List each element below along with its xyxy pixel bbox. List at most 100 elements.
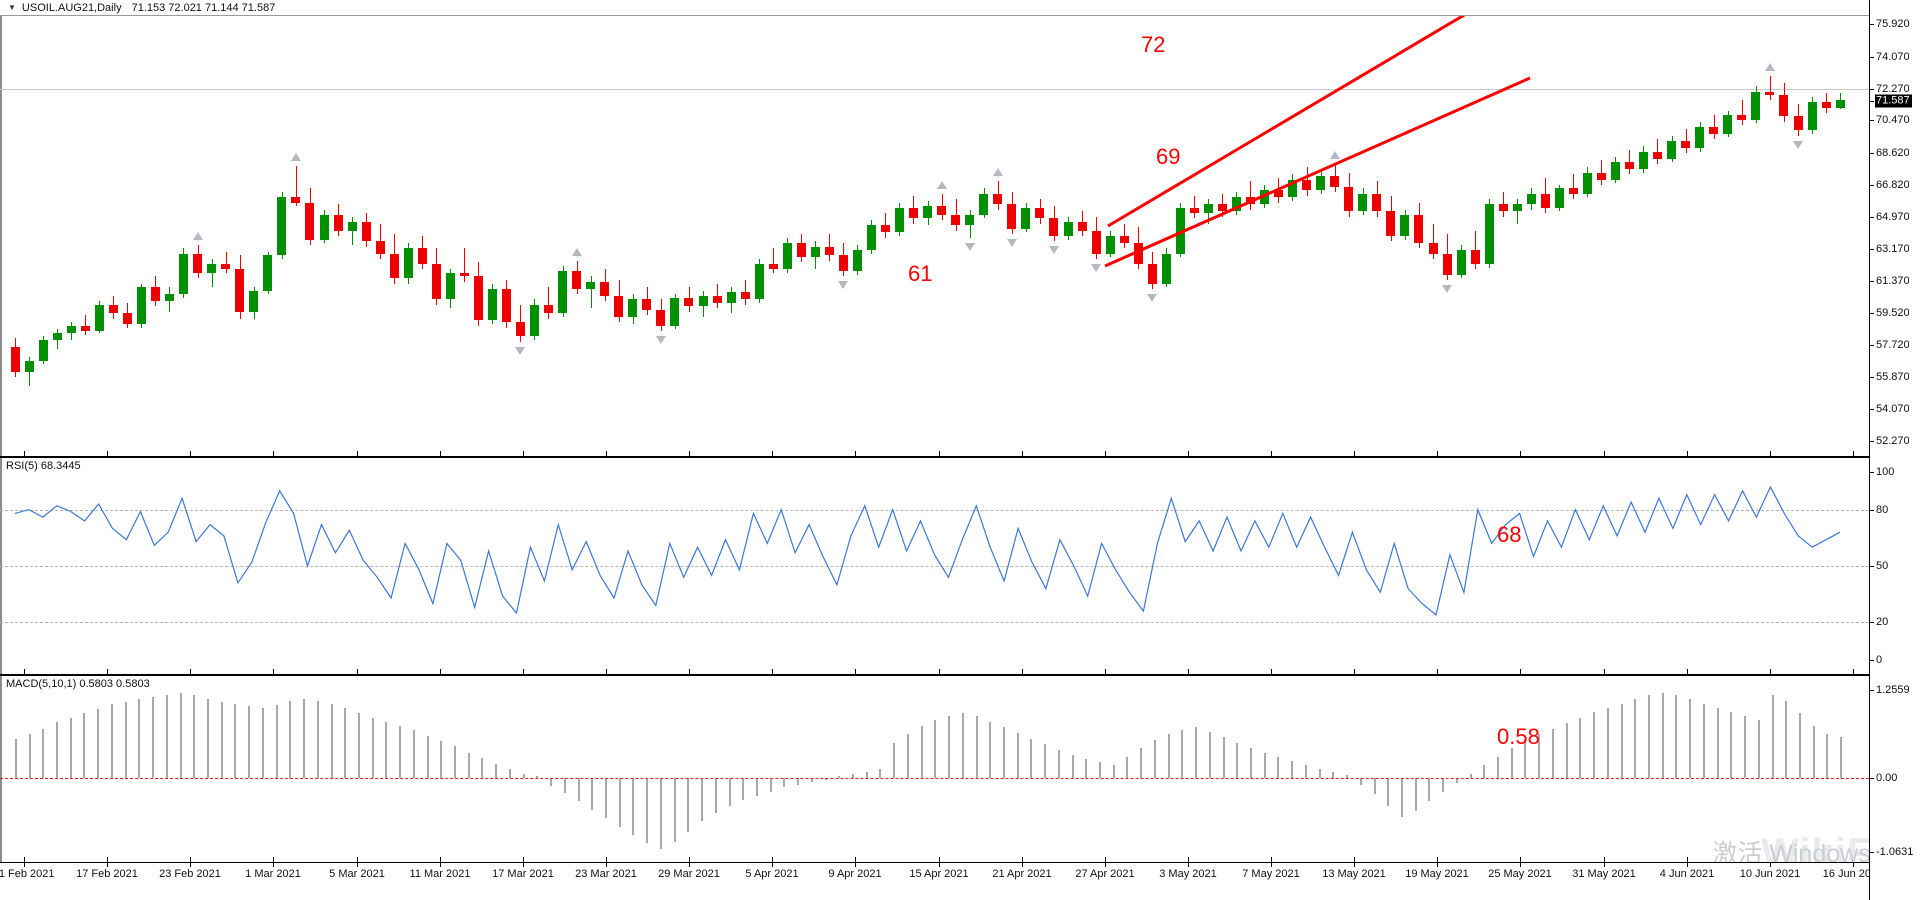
candle-body: [1316, 176, 1325, 191]
macd-bar: [358, 713, 360, 778]
time-axis-label: 11 Mar 2021: [409, 868, 471, 880]
time-axis-label: 15 Apr 2021: [909, 868, 969, 880]
pane-time-separator: [1520, 669, 1521, 674]
candle-body: [1358, 193, 1367, 212]
macd-bar: [1826, 734, 1828, 778]
channel-lower-line: [1104, 76, 1531, 268]
macd-bar: [1181, 730, 1183, 778]
time-axis-label: 7 May 2021: [1242, 868, 1300, 880]
candle-wick: [1714, 114, 1715, 140]
time-axis-tick: [772, 862, 773, 867]
candle-body: [1541, 193, 1550, 208]
candle-body: [1709, 126, 1718, 134]
macd-bar: [1538, 734, 1540, 778]
candle-wick: [1770, 75, 1771, 101]
candle-body: [1106, 236, 1115, 254]
chevron-down-icon[interactable]: ▼: [8, 3, 16, 12]
fractal-down-icon: [1792, 140, 1803, 149]
macd-bar: [907, 734, 909, 778]
pane-time-separator: [606, 857, 607, 862]
pane-time-separator: [1853, 669, 1854, 674]
candle-body: [614, 295, 623, 317]
pane-time-separator: [772, 669, 773, 674]
price-axis[interactable]: 75.920 74.070 72.270 70.470 68.620 66.820 64.9…: [1869, 0, 1920, 900]
macd-bar: [1703, 703, 1705, 778]
price-axis-label: 72.270: [1876, 82, 1910, 95]
macd-bar: [729, 777, 731, 806]
time-axis-tick: [1437, 862, 1438, 867]
macd-bar: [1675, 695, 1677, 778]
price-axis-label: 64.970: [1876, 211, 1910, 224]
candle-body: [923, 206, 932, 219]
candle-body: [81, 325, 90, 332]
pane-time-separator: [1022, 857, 1023, 862]
macd-indicator-label: MACD(5,10,1) 0.5803 0.5803: [6, 678, 150, 690]
macd-bar: [509, 769, 511, 778]
pane-time-separator: [772, 857, 773, 862]
axis-tick: [1869, 88, 1874, 90]
macd-bar: [317, 700, 319, 778]
macd-bar: [344, 707, 346, 778]
candle-body: [769, 264, 778, 270]
macd-bar: [193, 695, 195, 778]
candle-body: [1695, 126, 1704, 148]
axis-tick: [1869, 852, 1874, 853]
macd-bar: [536, 776, 538, 778]
candle-body: [1021, 207, 1030, 229]
macd-bar: [825, 777, 827, 780]
candle-body: [123, 313, 132, 324]
candle-wick: [1686, 128, 1687, 154]
fractal-down-icon: [1006, 239, 1017, 248]
pane-time-separator: [1271, 669, 1272, 674]
price-axis-label: 52.270: [1876, 434, 1910, 447]
macd-bar: [701, 777, 703, 822]
candle-body: [656, 309, 665, 326]
macd-axis-label: 1.2559: [1876, 684, 1910, 696]
candle-wick: [226, 251, 227, 273]
candle-body: [1611, 162, 1620, 180]
macd-bar: [1772, 695, 1774, 778]
time-axis-label: 16 Jun 2021: [1822, 868, 1884, 880]
candle-body: [390, 253, 399, 279]
pane-time-separator: [1271, 451, 1272, 456]
fractal-down-icon: [1048, 246, 1059, 255]
macd-bar: [1470, 773, 1472, 778]
rsi-pane[interactable]: RSI(5) 68.3445 68: [0, 458, 1869, 674]
price-pane-left-edge: [0, 16, 2, 456]
macd-zero-dashed-line: [0, 777, 1869, 779]
candle-wick: [1517, 199, 1518, 224]
candle-wick: [1573, 174, 1574, 200]
macd-bar: [1085, 758, 1087, 778]
annotation-label-lower: 69: [1156, 144, 1181, 169]
macd-bar: [1072, 754, 1074, 778]
macd-bar: [948, 716, 950, 778]
time-axis-tick: [24, 862, 25, 867]
candle-body: [516, 322, 525, 337]
macd-bar: [1058, 749, 1060, 778]
macd-bar: [687, 777, 689, 833]
price-pane[interactable]: 72 69 61: [0, 16, 1869, 456]
titlebar-divider: [0, 15, 1920, 16]
axis-tick: [1869, 509, 1874, 511]
rsi-axis-label: 0: [1876, 654, 1883, 666]
candle-body: [951, 214, 960, 226]
fractal-down-icon: [655, 336, 666, 345]
candle-body: [432, 264, 441, 300]
pane-time-separator: [689, 451, 690, 456]
macd-pane[interactable]: MACD(5,10,1) 0.5803 0.5803 0.58: [0, 676, 1869, 862]
candle-body: [25, 360, 34, 372]
candle-body: [628, 299, 637, 317]
candle-body: [1723, 114, 1732, 134]
pane-time-separator: [1354, 669, 1355, 674]
macd-bar: [1250, 748, 1252, 778]
time-axis-tick: [107, 862, 108, 867]
macd-bar: [207, 699, 209, 778]
fractal-up-icon: [992, 168, 1003, 177]
candle-body: [1751, 91, 1760, 120]
time-axis[interactable]: 11 Feb 2021 17 Feb 2021 23 Feb 2021 1 Mar 2…: [0, 862, 1883, 900]
candle-body: [937, 206, 946, 215]
rsi-level-line: [0, 566, 1869, 567]
candle-body: [1836, 100, 1845, 108]
candle-body: [1471, 250, 1480, 265]
time-axis-tick: [440, 862, 441, 867]
